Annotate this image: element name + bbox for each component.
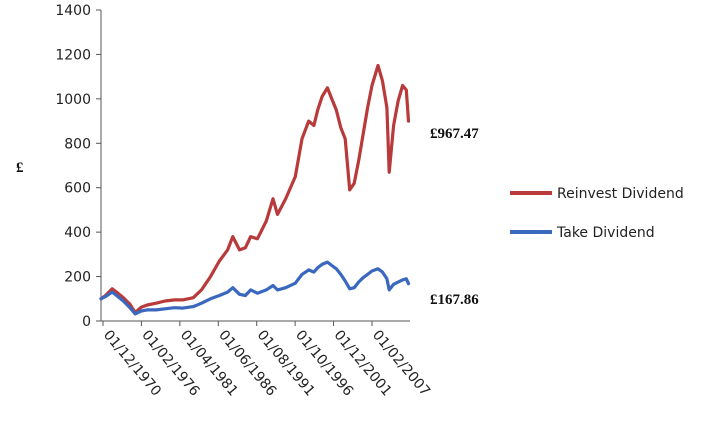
y-tick-label: 1000 (55, 92, 91, 108)
y-tick-label: 800 (64, 136, 91, 152)
y-ticks: 0 200 400 600 800 1000 1200 1400 (55, 3, 101, 330)
y-tick-label: 1200 (55, 47, 91, 63)
y-tick-label: 1400 (55, 3, 91, 19)
series-line-reinvest-dividend (99, 63, 411, 315)
y-tick-label: 600 (64, 181, 91, 197)
series-lines (99, 63, 411, 316)
y-tick-label: 0 (82, 314, 91, 330)
legend: Reinvest Dividend Take Dividend (510, 186, 684, 241)
legend-label: Reinvest Dividend (557, 186, 684, 202)
legend-label: Take Dividend (556, 225, 655, 241)
x-ticks: 01/12/197001/02/197601/04/198101/06/1986… (100, 321, 433, 399)
end-label-reinvest: £967.47 (430, 126, 479, 142)
y-tick-label: 400 (64, 225, 91, 241)
y-tick-label: 200 (64, 270, 91, 286)
end-label-take: £167.86 (430, 292, 479, 308)
axes (100, 10, 410, 322)
y-axis-label: £ (16, 160, 24, 176)
